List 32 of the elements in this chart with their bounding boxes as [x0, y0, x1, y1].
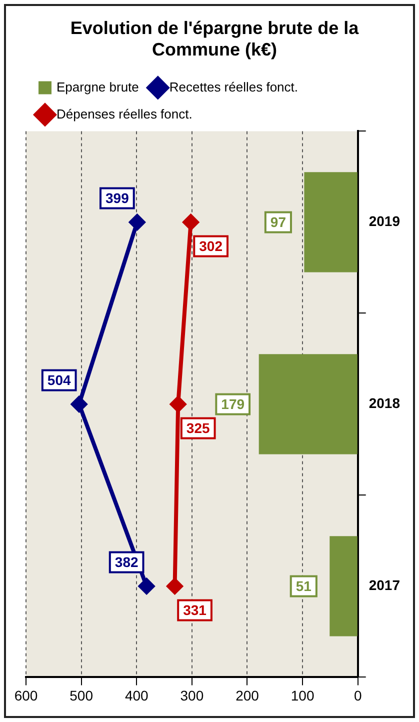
data-label: 325: [186, 420, 210, 436]
data-label: 97: [270, 214, 286, 230]
y-tick-label: 2019: [368, 213, 400, 230]
data-label: 331: [183, 602, 207, 618]
x-tick-label: 0: [354, 687, 362, 704]
point: [182, 214, 199, 230]
legend-label: Epargne brute: [56, 79, 139, 94]
x-tick-label: 200: [236, 687, 260, 704]
x-tick-label: 600: [14, 687, 38, 704]
data-label: 399: [105, 190, 130, 206]
point: [170, 396, 186, 412]
data-label: 504: [47, 372, 71, 388]
point: [71, 396, 88, 412]
data-label: 302: [199, 238, 223, 254]
legend-label: Recettes réelles fonct.: [169, 79, 298, 94]
bar: [330, 536, 358, 636]
point: [138, 578, 155, 594]
bar: [304, 172, 358, 272]
x-tick-label: 100: [290, 687, 314, 704]
point: [129, 214, 146, 230]
data-label: 179: [221, 396, 245, 412]
x-tick-label: 400: [124, 687, 149, 704]
data-label: 51: [296, 578, 312, 594]
y-tick-label: 2017: [368, 577, 400, 594]
legend-label: Dépenses réelles fonct.: [56, 106, 192, 122]
bar: [258, 354, 358, 454]
chart-title: Evolution de l'épargne brute de la Commune (k€): [70, 18, 360, 60]
y-tick-label: 2018: [368, 395, 400, 412]
x-tick-label: 500: [70, 687, 94, 704]
x-tick-label: 300: [180, 687, 204, 704]
data-label: 382: [114, 554, 138, 570]
point: [166, 578, 183, 594]
